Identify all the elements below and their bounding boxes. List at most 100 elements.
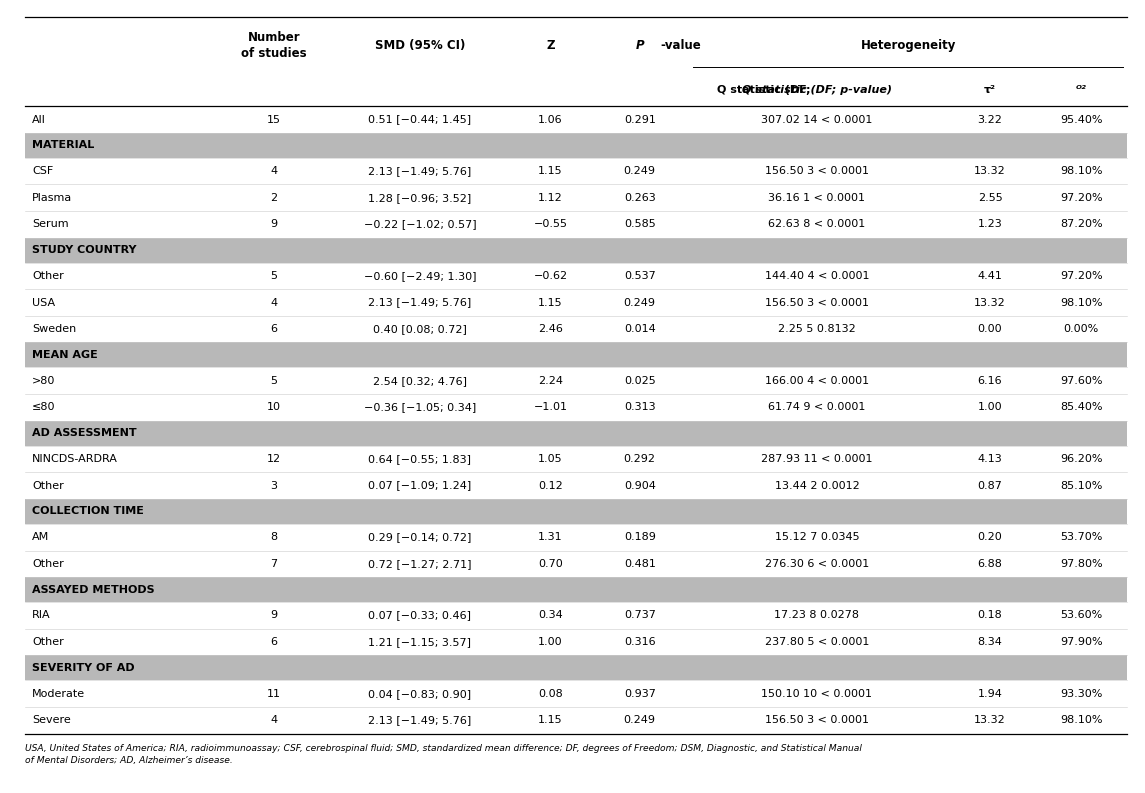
Text: Z: Z — [546, 40, 554, 52]
Bar — [25, 550, 1127, 577]
Text: 1.15: 1.15 — [538, 167, 562, 176]
Text: 0.08: 0.08 — [538, 688, 563, 699]
Text: 0.70: 0.70 — [538, 559, 563, 569]
Text: 13.32: 13.32 — [974, 167, 1006, 176]
Text: COLLECTION TIME: COLLECTION TIME — [32, 507, 144, 516]
Text: 8: 8 — [270, 532, 278, 542]
Text: 1.94: 1.94 — [978, 688, 1003, 699]
Text: −0.22 [−1.02; 0.57]: −0.22 [−1.02; 0.57] — [364, 220, 476, 229]
Text: 0.313: 0.313 — [624, 402, 655, 412]
Text: 98.10%: 98.10% — [1060, 167, 1103, 176]
Text: 61.74 9 < 0.0001: 61.74 9 < 0.0001 — [768, 402, 866, 412]
Text: 53.70%: 53.70% — [1060, 532, 1103, 542]
Text: Q statistic (DF;: Q statistic (DF; — [718, 86, 818, 95]
Text: 13.44 2 0.0012: 13.44 2 0.0012 — [775, 481, 860, 491]
Text: Other: Other — [32, 271, 64, 281]
Text: 0.18: 0.18 — [978, 611, 1002, 620]
Text: 2.24: 2.24 — [538, 376, 563, 385]
Text: −0.60 [−2.49; 1.30]: −0.60 [−2.49; 1.30] — [364, 271, 476, 281]
Text: >80: >80 — [32, 376, 55, 385]
Text: 15: 15 — [267, 114, 282, 125]
Text: STUDY COUNTRY: STUDY COUNTRY — [32, 245, 136, 255]
Text: SEVERITY OF AD: SEVERITY OF AD — [32, 663, 135, 672]
Text: 5: 5 — [270, 271, 277, 281]
Text: 6.16: 6.16 — [978, 376, 1002, 385]
Text: 144.40 4 < 0.0001: 144.40 4 < 0.0001 — [765, 271, 869, 281]
Text: 2.46: 2.46 — [538, 324, 563, 334]
Bar — [25, 158, 1127, 185]
Text: 1.12: 1.12 — [538, 193, 563, 203]
Text: 85.40%: 85.40% — [1060, 402, 1103, 412]
Text: 0.291: 0.291 — [624, 114, 656, 125]
Text: 36.16 1 < 0.0001: 36.16 1 < 0.0001 — [768, 193, 866, 203]
Text: 287.93 11 < 0.0001: 287.93 11 < 0.0001 — [761, 454, 872, 464]
Text: Other: Other — [32, 637, 64, 647]
Text: 0.40 [0.08; 0.72]: 0.40 [0.08; 0.72] — [373, 324, 467, 334]
Text: 4: 4 — [270, 715, 278, 726]
Bar — [25, 289, 1127, 316]
Text: SMD (95% CI): SMD (95% CI) — [374, 40, 465, 52]
Bar — [25, 238, 1127, 262]
Text: 95.40%: 95.40% — [1060, 114, 1103, 125]
Bar — [25, 367, 1127, 394]
Text: 0.20: 0.20 — [978, 532, 1002, 542]
Text: 0.249: 0.249 — [624, 715, 656, 726]
Text: CSF: CSF — [32, 167, 54, 176]
Text: ≤80: ≤80 — [32, 402, 56, 412]
Text: 97.90%: 97.90% — [1060, 637, 1103, 647]
Text: 0.29 [−0.14; 0.72]: 0.29 [−0.14; 0.72] — [369, 532, 472, 542]
Text: 98.10%: 98.10% — [1060, 297, 1103, 308]
Text: 0.189: 0.189 — [624, 532, 656, 542]
Text: 0.87: 0.87 — [978, 481, 1003, 491]
Text: P: P — [635, 40, 643, 52]
Bar — [25, 499, 1127, 524]
Text: 0.537: 0.537 — [624, 271, 656, 281]
Text: Sweden: Sweden — [32, 324, 77, 334]
Text: 97.20%: 97.20% — [1060, 271, 1103, 281]
Text: −0.55: −0.55 — [534, 220, 568, 229]
Text: 0.481: 0.481 — [624, 559, 656, 569]
Text: 8.34: 8.34 — [978, 637, 1003, 647]
Text: Moderate: Moderate — [32, 688, 85, 699]
Text: 0.937: 0.937 — [624, 688, 656, 699]
Text: Other: Other — [32, 559, 64, 569]
Bar — [25, 211, 1127, 238]
Text: Plasma: Plasma — [32, 193, 72, 203]
Text: ᴼ²: ᴼ² — [1075, 86, 1087, 95]
Text: AD ASSESSMENT: AD ASSESSMENT — [32, 428, 136, 439]
Text: −0.62: −0.62 — [534, 271, 568, 281]
Bar — [25, 106, 1127, 133]
Text: 0.263: 0.263 — [624, 193, 656, 203]
Text: 0.64 [−0.55; 1.83]: 0.64 [−0.55; 1.83] — [369, 454, 472, 464]
Text: 6: 6 — [270, 637, 277, 647]
Text: 0.12: 0.12 — [538, 481, 563, 491]
Text: 2.13 [−1.49; 5.76]: 2.13 [−1.49; 5.76] — [369, 167, 472, 176]
Text: 3.22: 3.22 — [978, 114, 1003, 125]
Text: −0.36 [−1.05; 0.34]: −0.36 [−1.05; 0.34] — [364, 402, 476, 412]
Text: 96.20%: 96.20% — [1060, 454, 1103, 464]
Text: 4: 4 — [270, 297, 278, 308]
Text: 0.07 [−0.33; 0.46]: 0.07 [−0.33; 0.46] — [369, 611, 472, 620]
Bar — [25, 185, 1127, 211]
Bar — [25, 655, 1127, 680]
Text: 0.316: 0.316 — [624, 637, 655, 647]
Text: 0.07 [−1.09; 1.24]: 0.07 [−1.09; 1.24] — [369, 481, 472, 491]
Bar — [25, 707, 1127, 734]
Text: USA: USA — [32, 297, 55, 308]
Text: 11: 11 — [267, 688, 282, 699]
Text: 1.28 [−0.96; 3.52]: 1.28 [−0.96; 3.52] — [369, 193, 472, 203]
Text: Other: Other — [32, 481, 64, 491]
Text: 7: 7 — [270, 559, 278, 569]
Text: 150.10 10 < 0.0001: 150.10 10 < 0.0001 — [761, 688, 872, 699]
Bar — [25, 524, 1127, 550]
Text: 2.55: 2.55 — [978, 193, 1002, 203]
Text: 6: 6 — [270, 324, 277, 334]
Text: 0.249: 0.249 — [624, 297, 656, 308]
Bar — [25, 420, 1127, 446]
Text: 1.15: 1.15 — [538, 297, 562, 308]
Bar — [25, 17, 1127, 75]
Text: ASSAYED METHODS: ASSAYED METHODS — [32, 584, 155, 595]
Text: 166.00 4 < 0.0001: 166.00 4 < 0.0001 — [765, 376, 869, 385]
Text: 156.50 3 < 0.0001: 156.50 3 < 0.0001 — [765, 715, 869, 726]
Text: 0.904: 0.904 — [624, 481, 656, 491]
